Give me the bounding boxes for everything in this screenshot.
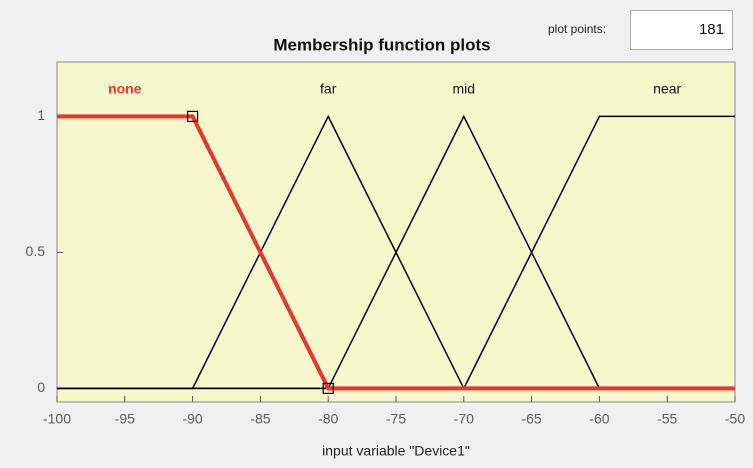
- plot-area: [56, 61, 736, 403]
- x-tick-label: -55: [657, 411, 677, 427]
- membership-line: [57, 115, 735, 390]
- legend-label: none: [108, 81, 142, 97]
- x-tick-label: -75: [386, 411, 406, 427]
- x-tick-label: -50: [725, 411, 745, 427]
- vertex-handle: [322, 382, 334, 394]
- x-tick-label: -70: [454, 411, 474, 427]
- membership-line: [57, 114, 735, 391]
- y-tick-label: 0: [37, 379, 45, 395]
- y-tick-label: 0.5: [26, 243, 46, 259]
- x-tick-label: -100: [43, 411, 71, 427]
- x-tick-label: -80: [318, 411, 338, 427]
- x-tick-label: -90: [182, 411, 202, 427]
- x-axis-label: input variable "Device1": [322, 443, 470, 459]
- legend-label: mid: [453, 81, 476, 97]
- vertex-handle: [187, 110, 199, 123]
- x-tick-label: -65: [521, 411, 541, 427]
- y-tick-label: 1: [37, 107, 45, 123]
- plot-points-label: plot points:: [548, 22, 607, 36]
- plot-points-input[interactable]: 181: [630, 10, 733, 50]
- x-tick-label: -85: [250, 411, 270, 427]
- legend-label: far: [320, 81, 337, 97]
- x-tick-label: -95: [115, 411, 135, 427]
- x-tick-label: -60: [589, 411, 609, 427]
- legend-label: near: [653, 81, 681, 97]
- chart-title: Membership function plots: [273, 35, 490, 54]
